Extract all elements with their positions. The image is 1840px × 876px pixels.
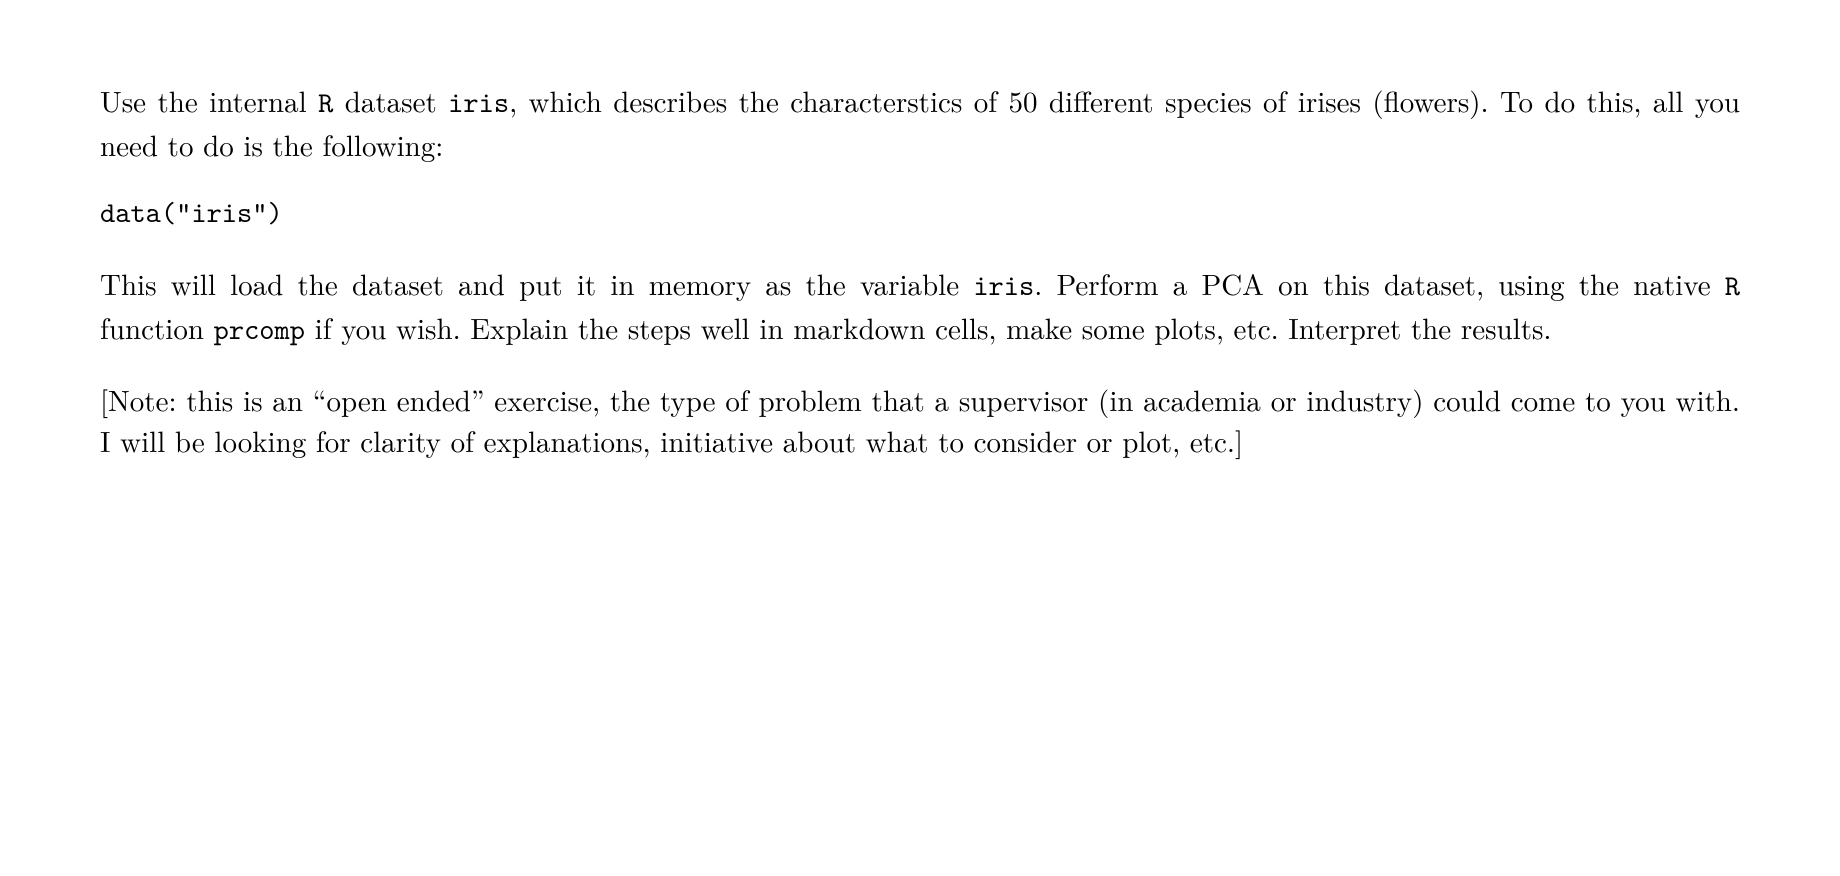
text-segment: Use the internal [100, 80, 318, 121]
inline-code: R [318, 84, 333, 122]
inline-code: R [1725, 267, 1740, 305]
text-segment: . Perform a PCA on this dataset, using t… [1034, 263, 1725, 304]
paragraph-2: This will load the dataset and put it in… [100, 263, 1740, 351]
document-page: Use the internal R dataset iris, which d… [0, 0, 1840, 549]
code-block: data("iris") [100, 193, 1740, 234]
text-segment: function [100, 307, 214, 348]
inline-code: iris [973, 267, 1034, 305]
paragraph-3-note: [Note: this is an “open ended” exercise,… [100, 379, 1740, 461]
inline-code: iris [448, 84, 509, 122]
text-segment: dataset [333, 80, 448, 121]
text-segment: if you wish. Explain the steps well in m… [305, 307, 1551, 348]
text-segment: This will load the dataset and put it in… [100, 263, 973, 304]
paragraph-1: Use the internal R dataset iris, which d… [100, 80, 1740, 165]
inline-code: prcomp [214, 311, 305, 349]
